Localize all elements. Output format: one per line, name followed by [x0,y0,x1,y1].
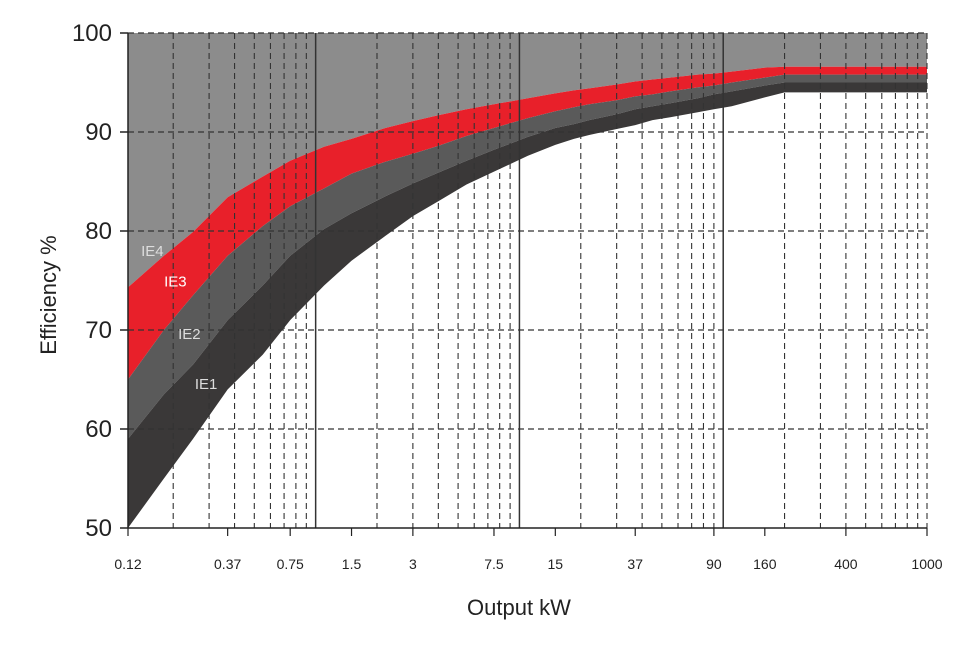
x-tick-label: 160 [753,556,777,572]
x-tick-label: 1000 [911,556,942,572]
x-tick-label: 400 [834,556,858,572]
y-tick-label: 60 [85,416,112,443]
x-tick-label: 0.75 [277,556,304,572]
x-axis-ticks: 0.12 0.37 0.75 1.5 3 7.5 15 37 90 160 400 1000 [114,528,943,572]
x-tick-label: 0.37 [214,556,241,572]
y-tick-label: 100 [72,20,112,47]
x-tick-label: 90 [706,556,722,572]
y-tick-label: 90 [85,119,112,146]
x-tick-label: 3 [409,556,417,572]
y-tick-label: 80 [85,218,112,245]
ie2-band [128,82,927,528]
band-label-ie4: IE4 [141,243,164,260]
y-tick-label: 70 [85,317,112,344]
x-axis-title: Output kW [467,595,571,620]
x-tick-label: 0.12 [114,556,141,572]
x-tick-label: 15 [548,556,564,572]
y-axis-ticks: 50 60 70 80 90 100 [72,20,128,542]
grid [128,32,928,528]
y-tick-label: 50 [85,515,112,542]
x-tick-label: 1.5 [342,556,362,572]
ie3-band [128,74,927,439]
x-tick-label: 7.5 [484,556,504,572]
y-axis-title: Efficiency % [36,235,61,354]
band-label-ie3: IE3 [164,273,187,290]
above-ie4-area [128,33,927,288]
x-tick-label: 37 [627,556,643,572]
band-label-ie2: IE2 [178,326,201,343]
band-label-ie1: IE1 [195,376,218,393]
